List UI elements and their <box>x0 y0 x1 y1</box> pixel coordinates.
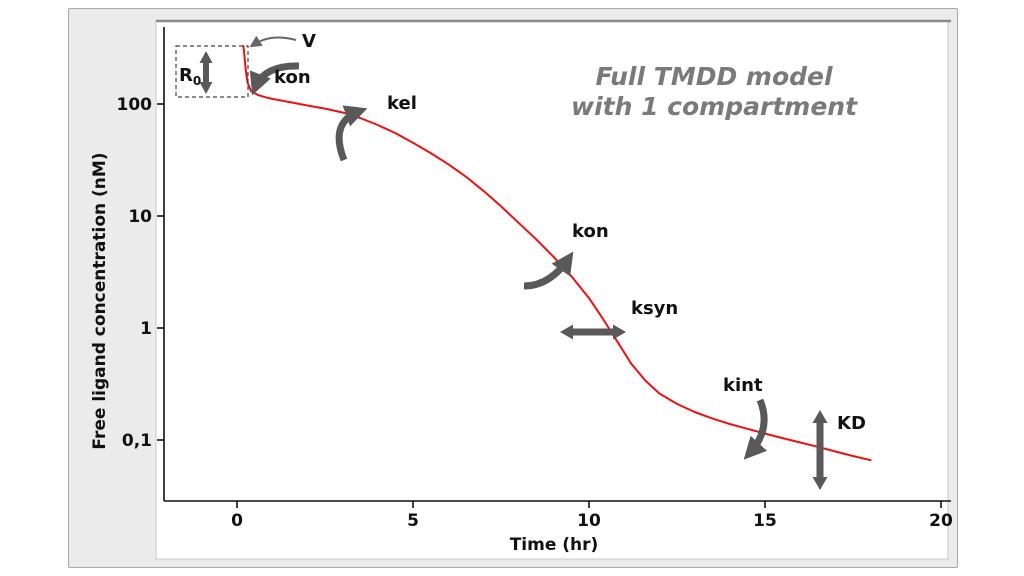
annotation-kd: KD <box>812 410 866 490</box>
x-tick-label: 5 <box>407 511 419 531</box>
x-axis-title: Time (hr) <box>510 535 599 555</box>
curved-arrow <box>523 251 574 290</box>
chart-title-line1: Full TMDD model <box>595 62 833 91</box>
annotation-label-subscript: 0 <box>193 74 201 88</box>
annotation-kon-tmdd: kon <box>523 221 609 290</box>
annotation-kon-initial: kon <box>249 62 311 96</box>
y-tick-label: 10 <box>128 207 152 227</box>
x-tick-label: 10 <box>577 511 601 531</box>
curved-arrow <box>249 62 300 96</box>
arrow-head-down <box>199 82 213 94</box>
r0-dashed-box <box>175 45 249 98</box>
arrow-head-up <box>812 410 828 423</box>
annotation-ksyn: ksyn <box>560 298 678 340</box>
annotation-r0: R0 <box>175 45 249 98</box>
annotation-v: V <box>249 31 316 52</box>
chart-title-line2: with 1 compartment <box>571 92 858 121</box>
y-tick-label: 1 <box>140 319 152 339</box>
arrow-head-up <box>199 51 213 63</box>
curved-arrow <box>743 398 768 460</box>
x-tick-label: 15 <box>753 511 777 531</box>
annotation-label: V <box>302 31 316 52</box>
x-tick-label: 20 <box>929 511 953 531</box>
curved-arrow <box>335 105 368 162</box>
y-tick-label: 100 <box>117 95 153 115</box>
arrow-head-left <box>560 324 573 340</box>
tick-marks-and-labels: 100 10 1 0,1 0 5 10 15 20 <box>117 95 953 531</box>
annotation-label: kel <box>387 93 417 114</box>
annotation-label: kon <box>572 221 609 242</box>
concentration-curve-group <box>242 44 872 462</box>
arrow-head-down <box>812 477 828 490</box>
pointer-arrow <box>249 35 297 48</box>
y-tick-label: 0,1 <box>122 431 152 451</box>
x-tick-label: 0 <box>231 511 243 531</box>
annotation-label: kon <box>274 67 311 88</box>
annotation-label: kint <box>723 375 763 396</box>
annotation-kint: kint <box>723 375 768 460</box>
concentration-curve <box>242 44 872 462</box>
annotation-label: ksyn <box>631 298 678 319</box>
annotation-label: KD <box>837 413 866 434</box>
axes <box>163 27 951 502</box>
annotation-kel: kel <box>335 93 417 162</box>
y-axis-title: Free ligand concentration (nM) <box>90 152 110 449</box>
plot-panel <box>155 20 949 560</box>
arrow-head-right <box>613 324 626 340</box>
